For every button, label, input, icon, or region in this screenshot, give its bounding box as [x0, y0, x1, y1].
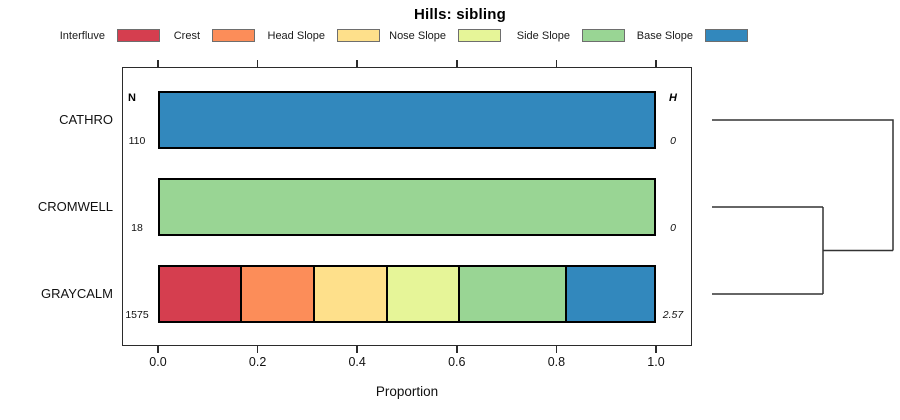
- bar-segment-divider: [458, 267, 461, 321]
- n-column-header: N: [128, 92, 136, 104]
- legend-item-nose-slope: Nose Slope: [298, 27, 501, 44]
- x-axis-tick-bottom: [356, 346, 358, 353]
- legend-swatch: [458, 29, 501, 42]
- bar-segment-side-slope: [459, 267, 566, 321]
- bar-segment-nose-slope: [386, 267, 460, 321]
- legend-swatch: [117, 29, 160, 42]
- bar-segment-head-slope: [313, 267, 387, 321]
- legend-swatch: [212, 29, 255, 42]
- x-axis-tick-bottom: [456, 346, 458, 353]
- legend-swatch: [705, 29, 748, 42]
- x-axis-tick-label: 0.6: [448, 355, 466, 369]
- bar-segment-interfluve: [160, 267, 241, 321]
- x-axis-label: Proportion: [375, 384, 439, 399]
- plot-area: [122, 67, 692, 346]
- x-axis-tick-bottom: [655, 346, 657, 353]
- x-axis-tick-top: [456, 60, 458, 67]
- bar-segment-divider: [564, 267, 567, 321]
- x-axis-tick-label: 0.4: [348, 355, 366, 369]
- legend-item-crest: Crest: [52, 27, 255, 44]
- legend-item-interfluve: Interfluve: [0, 27, 160, 44]
- row-label-graycalm: GRAYCALM: [41, 286, 113, 301]
- h-value-cathro: 0: [670, 135, 676, 147]
- legend-label: Interfluve: [59, 29, 105, 42]
- bar-cathro: [158, 91, 656, 149]
- legend-label: Head Slope: [267, 29, 326, 42]
- bar-segment-divider: [385, 267, 388, 321]
- row-label-cromwell: CROMWELL: [37, 199, 113, 214]
- x-axis-tick-bottom: [555, 346, 558, 353]
- legend-item-head-slope: Head Slope: [177, 27, 380, 44]
- bar-cromwell: [158, 178, 656, 236]
- bar-segment-divider: [312, 267, 315, 321]
- legend-label: Base Slope: [636, 29, 693, 42]
- legend-swatch: [582, 29, 625, 42]
- legend-item-base-slope: Base Slope: [545, 27, 748, 44]
- n-value-graycalm: 1575: [125, 309, 149, 321]
- bar-segment-side-slope: [160, 180, 654, 234]
- bar-graycalm: [158, 265, 656, 323]
- legend-swatch: [337, 29, 380, 42]
- x-axis-tick-top: [655, 60, 657, 67]
- bar-segment-base-slope: [565, 267, 654, 321]
- n-value-cromwell: 18: [131, 222, 143, 234]
- x-axis-tick-label: 0.2: [248, 355, 267, 369]
- bar-segment-base-slope: [160, 93, 654, 147]
- x-axis-tick-top: [356, 60, 358, 67]
- x-axis-tick-top: [555, 60, 558, 67]
- h-column-header: H: [669, 92, 677, 104]
- h-value-graycalm: 2.57: [662, 309, 684, 321]
- n-value-cathro: 110: [128, 135, 146, 147]
- x-axis-tick-label: 0.8: [547, 355, 566, 369]
- dendrogram-branch-cathro: [712, 119, 894, 251]
- h-value-cromwell: 0: [670, 222, 676, 234]
- legend-label: Nose Slope: [389, 29, 446, 42]
- x-axis-tick-bottom: [256, 346, 259, 353]
- legend-item-side-slope: Side Slope: [422, 27, 625, 44]
- x-axis-tick-bottom: [157, 346, 159, 353]
- x-axis-tick-top: [157, 60, 159, 67]
- bar-segment-crest: [240, 267, 314, 321]
- x-axis-tick-label: 0.0: [149, 355, 167, 369]
- legend-label: Side Slope: [516, 29, 570, 42]
- bar-segment-divider: [239, 267, 242, 321]
- legend-label: Crest: [173, 29, 200, 42]
- x-axis-tick-label: 1.0: [647, 355, 665, 369]
- x-axis-tick-top: [256, 60, 259, 67]
- row-label-cathro: CATHRO: [59, 112, 113, 127]
- chart-title: Hills: sibling: [414, 6, 506, 23]
